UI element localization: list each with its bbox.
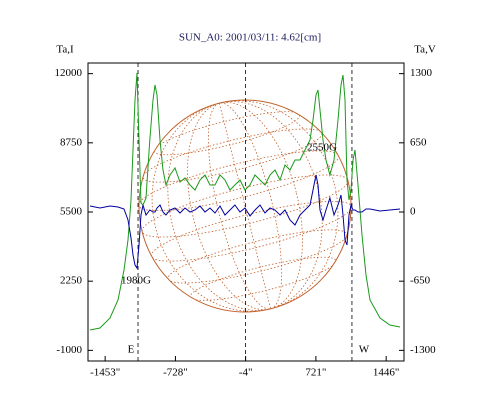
x-tick-label: -4" bbox=[239, 367, 253, 379]
y2-axis-label: Ta,V bbox=[414, 44, 436, 56]
y-tick-label: 8750 bbox=[60, 136, 83, 148]
y2-tick-label: 650 bbox=[410, 136, 427, 148]
x-tick-label: -1453" bbox=[90, 367, 120, 379]
y2-tick-label: 1300 bbox=[410, 67, 433, 79]
x-tick-label: 1446" bbox=[373, 367, 400, 379]
solar-disk-grid bbox=[138, 99, 352, 313]
x-tick-label: 721" bbox=[305, 367, 326, 379]
y2-tick-label: -650 bbox=[410, 275, 431, 287]
y2-tick-label: -1300 bbox=[410, 344, 436, 356]
y-tick-label: 12000 bbox=[55, 67, 83, 79]
chart-title: SUN_A0: 2001/03/11: 4.62[cm] bbox=[179, 32, 321, 44]
annotation: E bbox=[128, 344, 135, 356]
x-tick-label: -728" bbox=[163, 367, 188, 379]
annotation: 2550G bbox=[307, 142, 337, 154]
y2-tick-label: 0 bbox=[410, 206, 416, 218]
y-axis-label: Ta,I bbox=[56, 44, 74, 56]
series-line bbox=[89, 174, 401, 270]
y-tick-label: 2250 bbox=[60, 275, 83, 287]
y-tick-label: -1000 bbox=[56, 344, 82, 356]
series-line bbox=[89, 72, 401, 331]
annotation: 1980G bbox=[121, 275, 151, 287]
y-tick-label: 5500 bbox=[60, 206, 83, 218]
annotation: W bbox=[359, 344, 370, 356]
